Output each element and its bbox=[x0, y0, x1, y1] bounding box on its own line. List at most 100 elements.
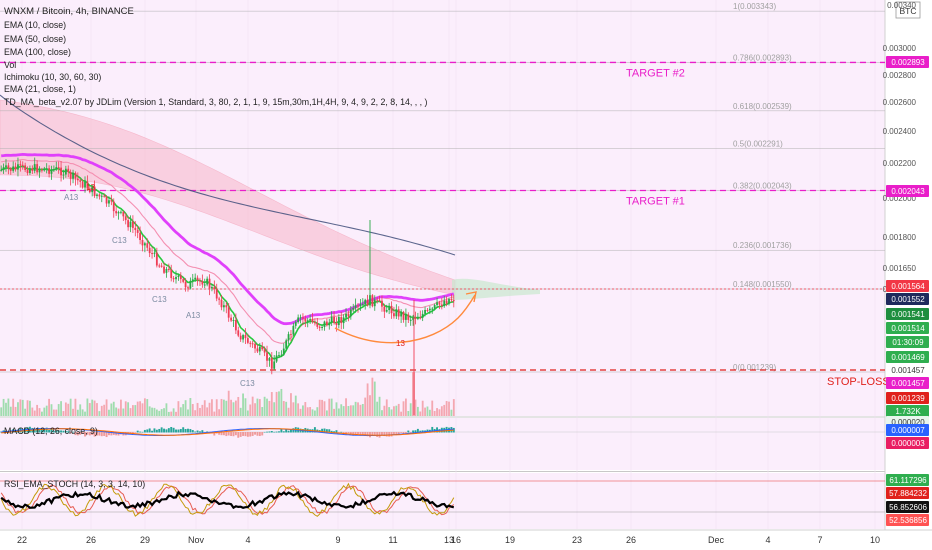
candle-body bbox=[416, 317, 419, 319]
price-badge bbox=[886, 351, 929, 363]
indicator-ema100[interactable]: EMA (100, close) bbox=[4, 47, 71, 57]
volume-bar bbox=[151, 407, 153, 416]
candle-body bbox=[407, 314, 410, 320]
td-count-label: 13 bbox=[86, 183, 95, 192]
volume-bar bbox=[263, 396, 266, 416]
indicator-ema50[interactable]: EMA (50, close) bbox=[4, 34, 66, 44]
candle-body bbox=[117, 212, 120, 214]
candle-body bbox=[24, 165, 27, 171]
macd-hist-bar bbox=[199, 431, 201, 433]
candle-body bbox=[325, 321, 328, 326]
candle-body bbox=[79, 180, 82, 182]
candle-body bbox=[258, 346, 261, 352]
volume-bar bbox=[311, 409, 314, 416]
volume-bar bbox=[208, 402, 211, 416]
candle-body bbox=[98, 194, 101, 197]
price-badge bbox=[886, 185, 929, 197]
volume-bar bbox=[381, 410, 383, 416]
volume-bar bbox=[21, 399, 24, 416]
macd-hist-bar bbox=[349, 432, 352, 435]
time-tick-label: 23 bbox=[572, 535, 582, 545]
volume-bar bbox=[134, 405, 137, 416]
fib-label: 0.382(0.002043) bbox=[733, 181, 792, 190]
candle-body bbox=[158, 265, 161, 267]
macd-hist-bar bbox=[194, 431, 197, 433]
fib-label: 0.5(0.002291) bbox=[733, 139, 783, 148]
candle-body bbox=[366, 299, 369, 306]
macd-signal-line bbox=[1, 428, 454, 436]
macd-hist-bar bbox=[227, 432, 230, 436]
macd-hist-bar bbox=[402, 432, 405, 434]
candle-body bbox=[31, 168, 34, 171]
candle-body bbox=[282, 348, 285, 355]
candle-body bbox=[278, 355, 280, 357]
candle-body bbox=[220, 299, 223, 308]
volume-bar bbox=[57, 404, 60, 416]
macd-hist-bar bbox=[170, 426, 173, 433]
volume-bar bbox=[359, 404, 362, 416]
volume-bar bbox=[29, 400, 31, 416]
candle-body bbox=[93, 186, 96, 196]
volume-bar bbox=[316, 407, 319, 416]
candle-body bbox=[292, 325, 295, 335]
macd-hist-bar bbox=[81, 432, 84, 434]
candle-body bbox=[340, 317, 343, 324]
projection-arc[interactable] bbox=[334, 294, 476, 344]
volume-bar bbox=[254, 403, 256, 416]
candle-body bbox=[299, 317, 302, 319]
td-count-label: C13 bbox=[240, 379, 255, 388]
target-1-label: TARGET #1 bbox=[626, 195, 685, 207]
volume-bar bbox=[5, 402, 7, 416]
symbol-title[interactable]: WNXM / Bitcoin, 4h, BINANCE bbox=[4, 6, 134, 17]
volume-bar bbox=[383, 405, 386, 416]
volume-bar bbox=[400, 411, 403, 416]
volume-bar bbox=[81, 409, 84, 416]
volume-bar bbox=[373, 381, 376, 416]
volume-bar bbox=[282, 400, 285, 416]
volume-bar bbox=[393, 406, 395, 416]
indicator-ema10[interactable]: EMA (10, close) bbox=[4, 20, 66, 30]
volume-bar bbox=[230, 399, 233, 416]
fib-label: 0(0.001239) bbox=[733, 363, 776, 372]
candle-body bbox=[103, 195, 106, 197]
price-badge-text: 61.117296 bbox=[889, 476, 927, 485]
volume-bar bbox=[313, 410, 316, 416]
indicator-ichimoku[interactable]: Ichimoku (10, 30, 60, 30) bbox=[4, 72, 101, 82]
candle-body bbox=[424, 309, 426, 314]
time-tick-label: 29 bbox=[140, 535, 150, 545]
candle-body bbox=[254, 343, 256, 349]
price-tick-label: 0.002000 bbox=[883, 194, 917, 203]
macd-hist-bar bbox=[48, 429, 51, 433]
macd-hist-bar bbox=[263, 431, 266, 433]
candle-body bbox=[129, 221, 132, 228]
volume-bar bbox=[213, 411, 216, 416]
macd-hist-bar bbox=[45, 427, 48, 433]
volume-bar bbox=[304, 402, 307, 416]
candle-body bbox=[88, 188, 91, 193]
macd-hist-bar bbox=[74, 432, 77, 436]
indicator-td-ma[interactable]: TD_MA_beta_v2.07 by JDLim (Version 1, St… bbox=[4, 97, 428, 107]
volume-bar bbox=[285, 401, 288, 416]
indicator-ema21[interactable]: EMA (21, close, 1) bbox=[4, 84, 76, 94]
volume-bar bbox=[98, 411, 101, 416]
volume-bar bbox=[170, 411, 173, 416]
time-tick-label: 16 bbox=[451, 535, 461, 545]
macd-label[interactable]: MACD (12, 26, close, 9) bbox=[4, 426, 98, 436]
td-count-label: C13 bbox=[152, 295, 167, 304]
macd-hist-bar bbox=[234, 432, 237, 436]
currency-box[interactable] bbox=[895, 1, 921, 19]
candle-body bbox=[86, 181, 89, 189]
candle-body bbox=[165, 269, 168, 273]
volume-bar bbox=[275, 391, 278, 416]
volume-bar bbox=[390, 409, 393, 416]
price-badge bbox=[886, 377, 929, 389]
rsi-badges: 61.117296 57.884232 56.852606 52.536856 bbox=[886, 474, 929, 526]
rsi-label[interactable]: RSI_EMA_STOCH (14, 3, 3, 14, 10) bbox=[4, 479, 145, 489]
macd-hist-bar bbox=[261, 432, 264, 436]
volume-bars bbox=[0, 372, 455, 416]
indicator-vol[interactable]: Vol bbox=[4, 60, 16, 70]
macd-hist-bar bbox=[184, 428, 187, 433]
